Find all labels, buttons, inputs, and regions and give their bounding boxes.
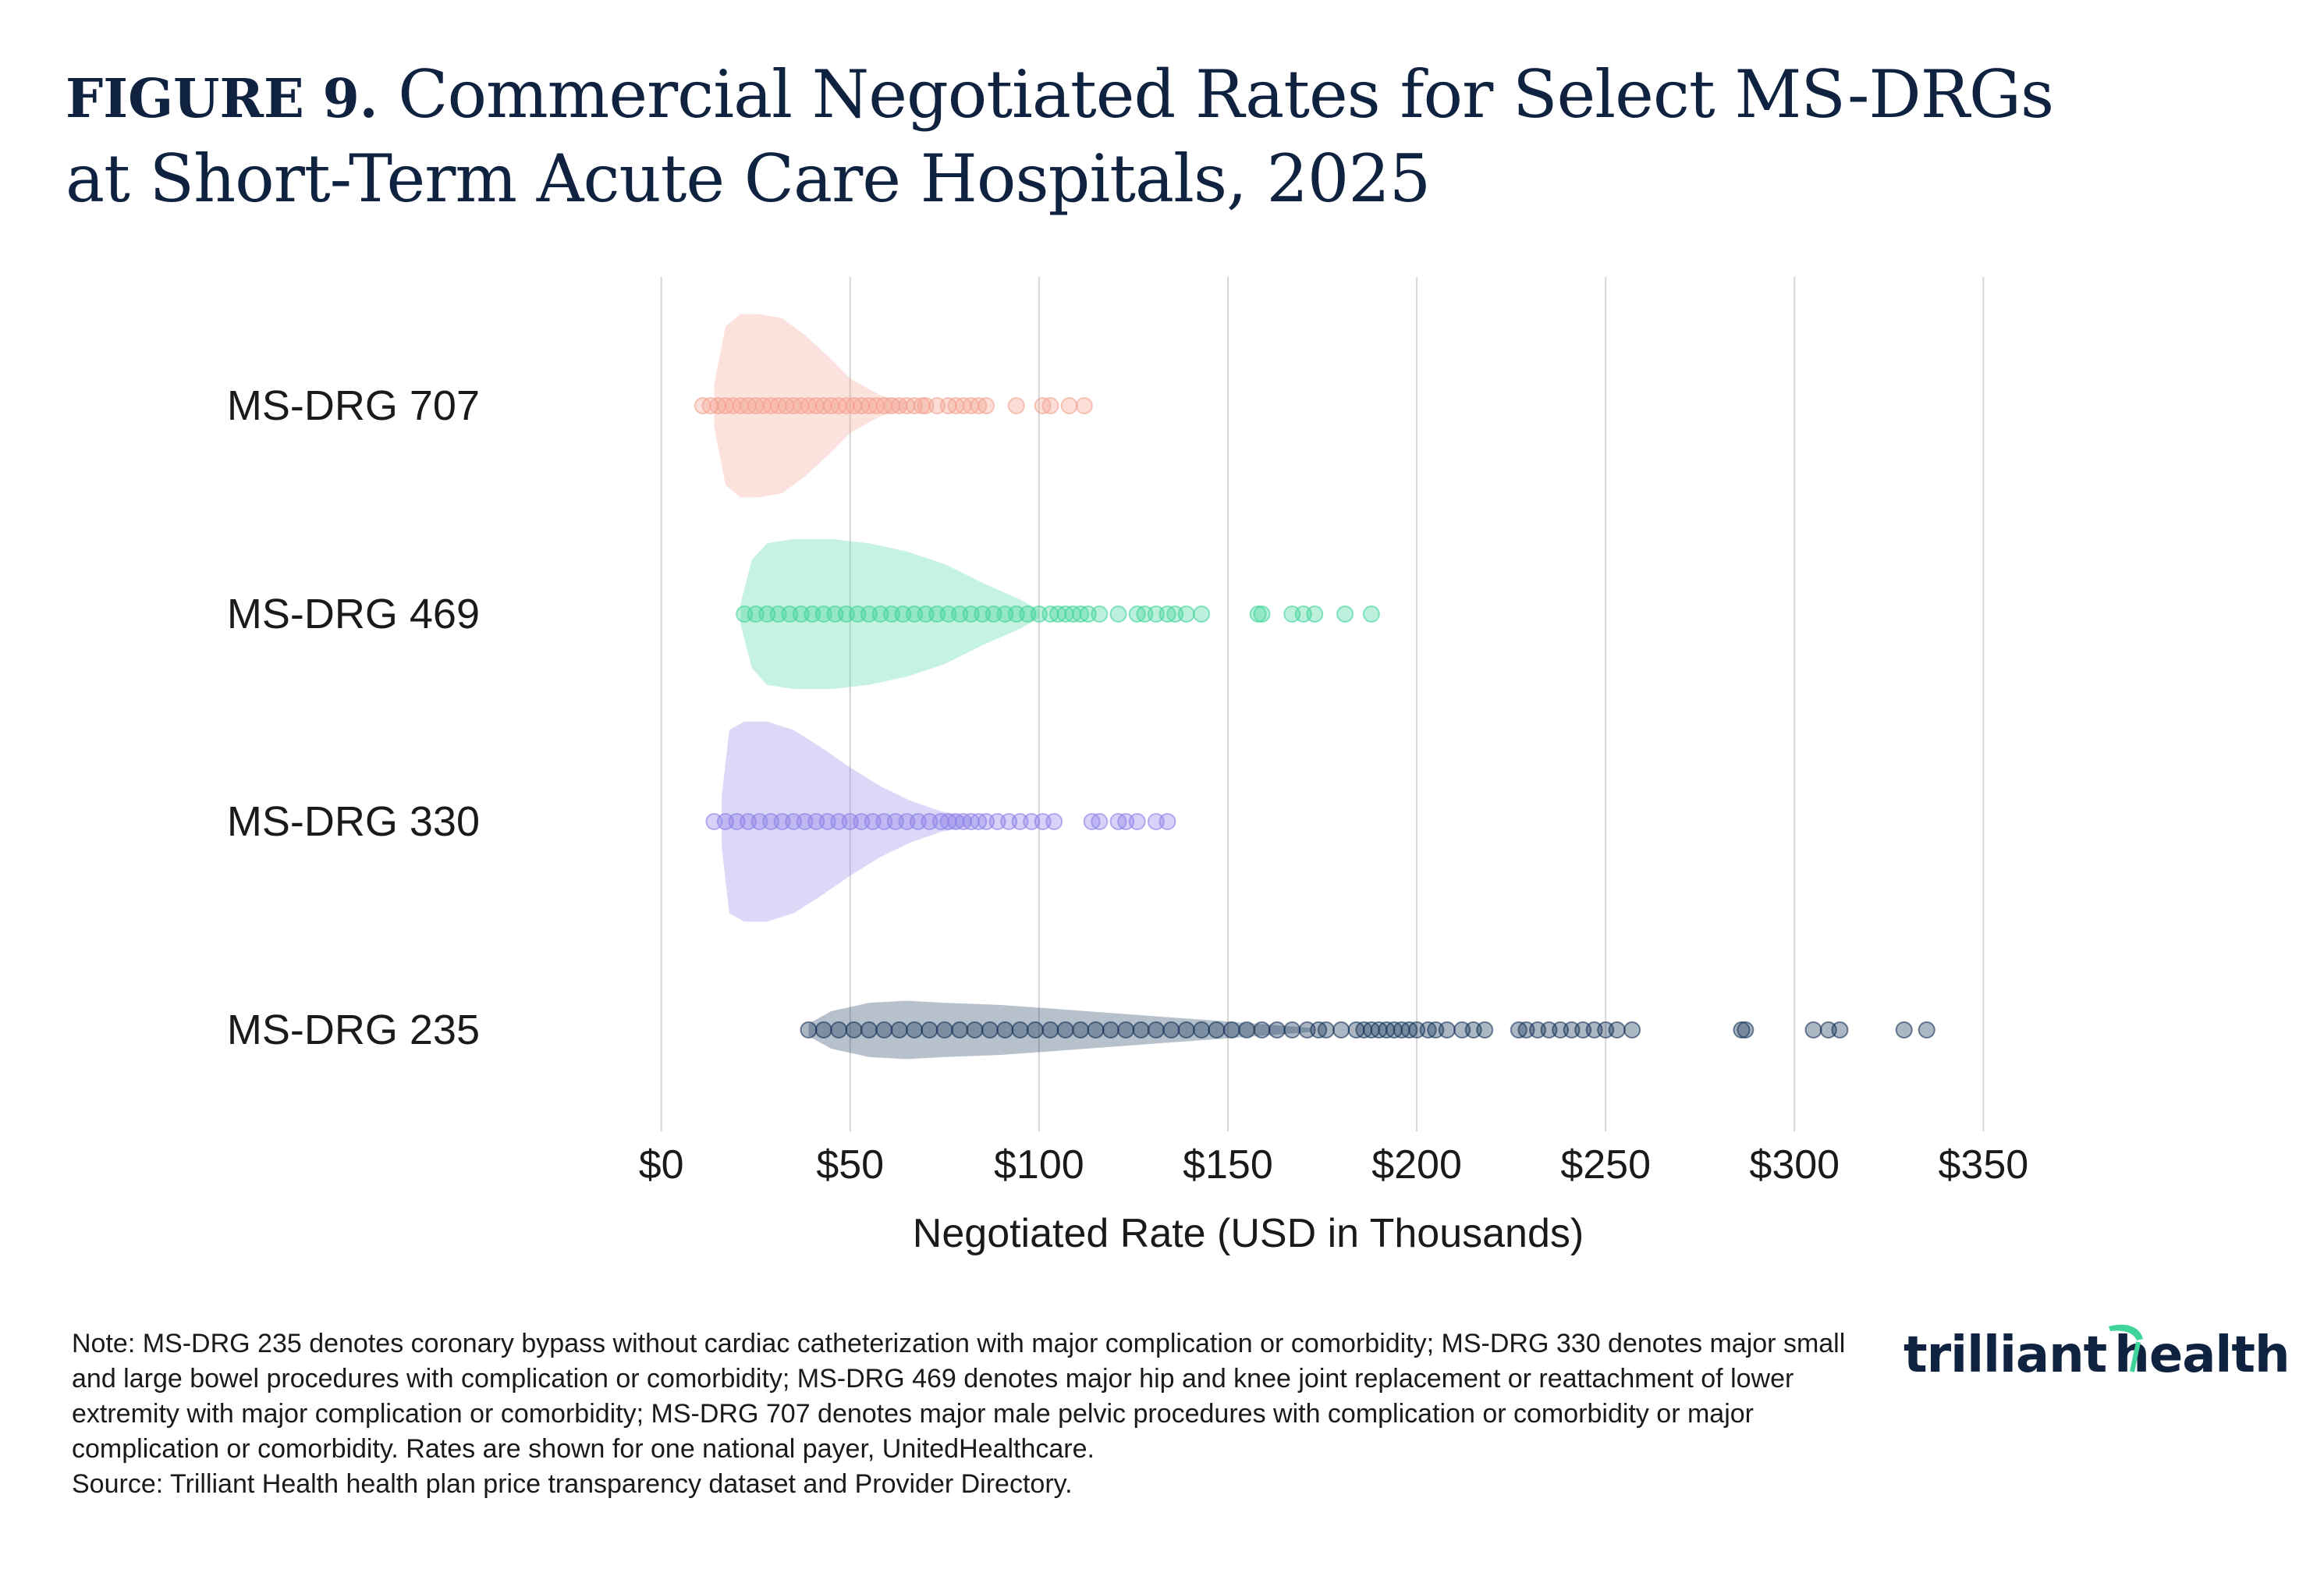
- data-point: [1147, 1021, 1165, 1039]
- figure-label: FIGURE 9.: [66, 68, 378, 130]
- data-point: [1733, 1021, 1751, 1039]
- data-point: [906, 1021, 924, 1039]
- violin-chart: MS-DRG 707 MS-DRG 469 MS-DRG 330 MS-DRG 235…: [227, 277, 2029, 1256]
- category-label: MS-DRG 469: [227, 591, 480, 637]
- data-point: [1132, 1021, 1150, 1039]
- data-point: [1249, 605, 1267, 623]
- data-point: [921, 1021, 938, 1039]
- x-tick-label: $0: [639, 1142, 684, 1188]
- x-tick-label: $350: [1939, 1142, 2029, 1188]
- data-point: [1109, 605, 1127, 623]
- data-point: [1253, 1021, 1271, 1039]
- data-point: [935, 1021, 953, 1039]
- data-point: [1102, 1021, 1119, 1039]
- data-point: [996, 1021, 1014, 1039]
- data-point: [1306, 605, 1324, 623]
- logo-swoosh-icon: [2109, 1324, 2143, 1372]
- data-point: [1332, 1021, 1350, 1039]
- logo-word-2: health: [2114, 1326, 2290, 1384]
- logo-word-1: trilliant: [1904, 1326, 2107, 1384]
- data-point: [1060, 397, 1078, 414]
- data-point: [1007, 397, 1025, 414]
- data-point: [1193, 605, 1211, 623]
- data-point: [1177, 1021, 1195, 1039]
- data-point: [1918, 1021, 1935, 1039]
- data-point: [1222, 1021, 1240, 1039]
- category-label: MS-DRG 707: [227, 382, 480, 429]
- violin-ms-drg-469: [740, 538, 1039, 690]
- x-tick-label: $250: [1560, 1142, 1651, 1188]
- data-point: [1253, 605, 1271, 623]
- note-text: Note: MS-DRG 235 denotes coronary bypass…: [72, 1329, 1846, 1464]
- data-point: [1162, 1021, 1180, 1039]
- data-point: [1087, 1021, 1105, 1039]
- x-axis-label: Negotiated Rate (USD in Thousands): [913, 1211, 1584, 1256]
- data-point: [1193, 1021, 1211, 1039]
- data-point: [800, 1021, 818, 1039]
- trilliant-health-logo: trilliant health: [1904, 1324, 2290, 1384]
- data-point: [890, 1021, 908, 1039]
- data-point: [1075, 397, 1093, 414]
- data-point: [1091, 605, 1109, 623]
- data-point: [1011, 1021, 1029, 1039]
- data-point: [1737, 1021, 1755, 1039]
- data-point: [875, 1021, 893, 1039]
- data-point: [1208, 1021, 1226, 1039]
- data-point: [951, 1021, 969, 1039]
- data-point: [1158, 813, 1176, 830]
- data-point: [830, 1021, 848, 1039]
- chart-title: FIGURE 9. Commercial Negotiated Rates fo…: [66, 55, 2094, 218]
- data-point: [1041, 397, 1059, 414]
- x-tick-label: $100: [994, 1142, 1084, 1188]
- data-point: [1336, 605, 1354, 623]
- data-point: [1177, 605, 1195, 623]
- category-label: MS-DRG 235: [227, 1007, 480, 1053]
- data-point: [845, 1021, 863, 1039]
- data-point: [1056, 1021, 1074, 1039]
- data-point: [1045, 813, 1063, 830]
- data-point: [981, 1021, 999, 1039]
- data-point: [1438, 1021, 1456, 1039]
- grid-lines: [660, 277, 1985, 1131]
- chart-notes: Note: MS-DRG 235 denotes coronary bypass…: [72, 1326, 1882, 1502]
- data-point: [1238, 1021, 1256, 1039]
- data-point: [1117, 1021, 1135, 1039]
- data-point: [814, 1021, 832, 1039]
- data-point: [1283, 1021, 1301, 1039]
- x-tick-label: $200: [1371, 1142, 1462, 1188]
- title-text: Commercial Negotiated Rates for Select M…: [66, 56, 2054, 217]
- data-point: [1041, 1021, 1059, 1039]
- source-text: Source: Trilliant Health health plan pri…: [72, 1469, 1073, 1499]
- x-tick-label: $150: [1183, 1142, 1273, 1188]
- data-point: [977, 397, 995, 414]
- data-point: [1804, 1021, 1822, 1039]
- data-point: [1608, 1021, 1626, 1039]
- data-point: [1027, 1021, 1044, 1039]
- data-point: [1831, 1021, 1849, 1039]
- data-point: [1895, 1021, 1913, 1039]
- violins: [714, 314, 1311, 1060]
- data-point: [1072, 1021, 1090, 1039]
- data-point: [1128, 813, 1146, 830]
- data-point: [1362, 605, 1380, 623]
- violin-ms-drg-235: [808, 1000, 1311, 1060]
- data-point: [966, 1021, 984, 1039]
- x-tick-label: $300: [1749, 1142, 1840, 1188]
- violin-ms-drg-707: [714, 314, 907, 498]
- data-point: [1268, 1021, 1286, 1039]
- category-labels: MS-DRG 707 MS-DRG 469 MS-DRG 330 MS-DRG 235: [227, 382, 480, 1053]
- data-point: [1623, 1021, 1641, 1039]
- data-point: [860, 1021, 878, 1039]
- data-point: [1476, 1021, 1494, 1039]
- data-points: [694, 397, 1935, 1039]
- data-point: [1317, 1021, 1335, 1039]
- data-point: [1091, 813, 1109, 830]
- x-tick-label: $50: [816, 1142, 884, 1188]
- x-tick-labels: $0 $50 $100 $150 $200 $250 $300 $350: [639, 1142, 2029, 1188]
- category-label: MS-DRG 330: [227, 798, 480, 845]
